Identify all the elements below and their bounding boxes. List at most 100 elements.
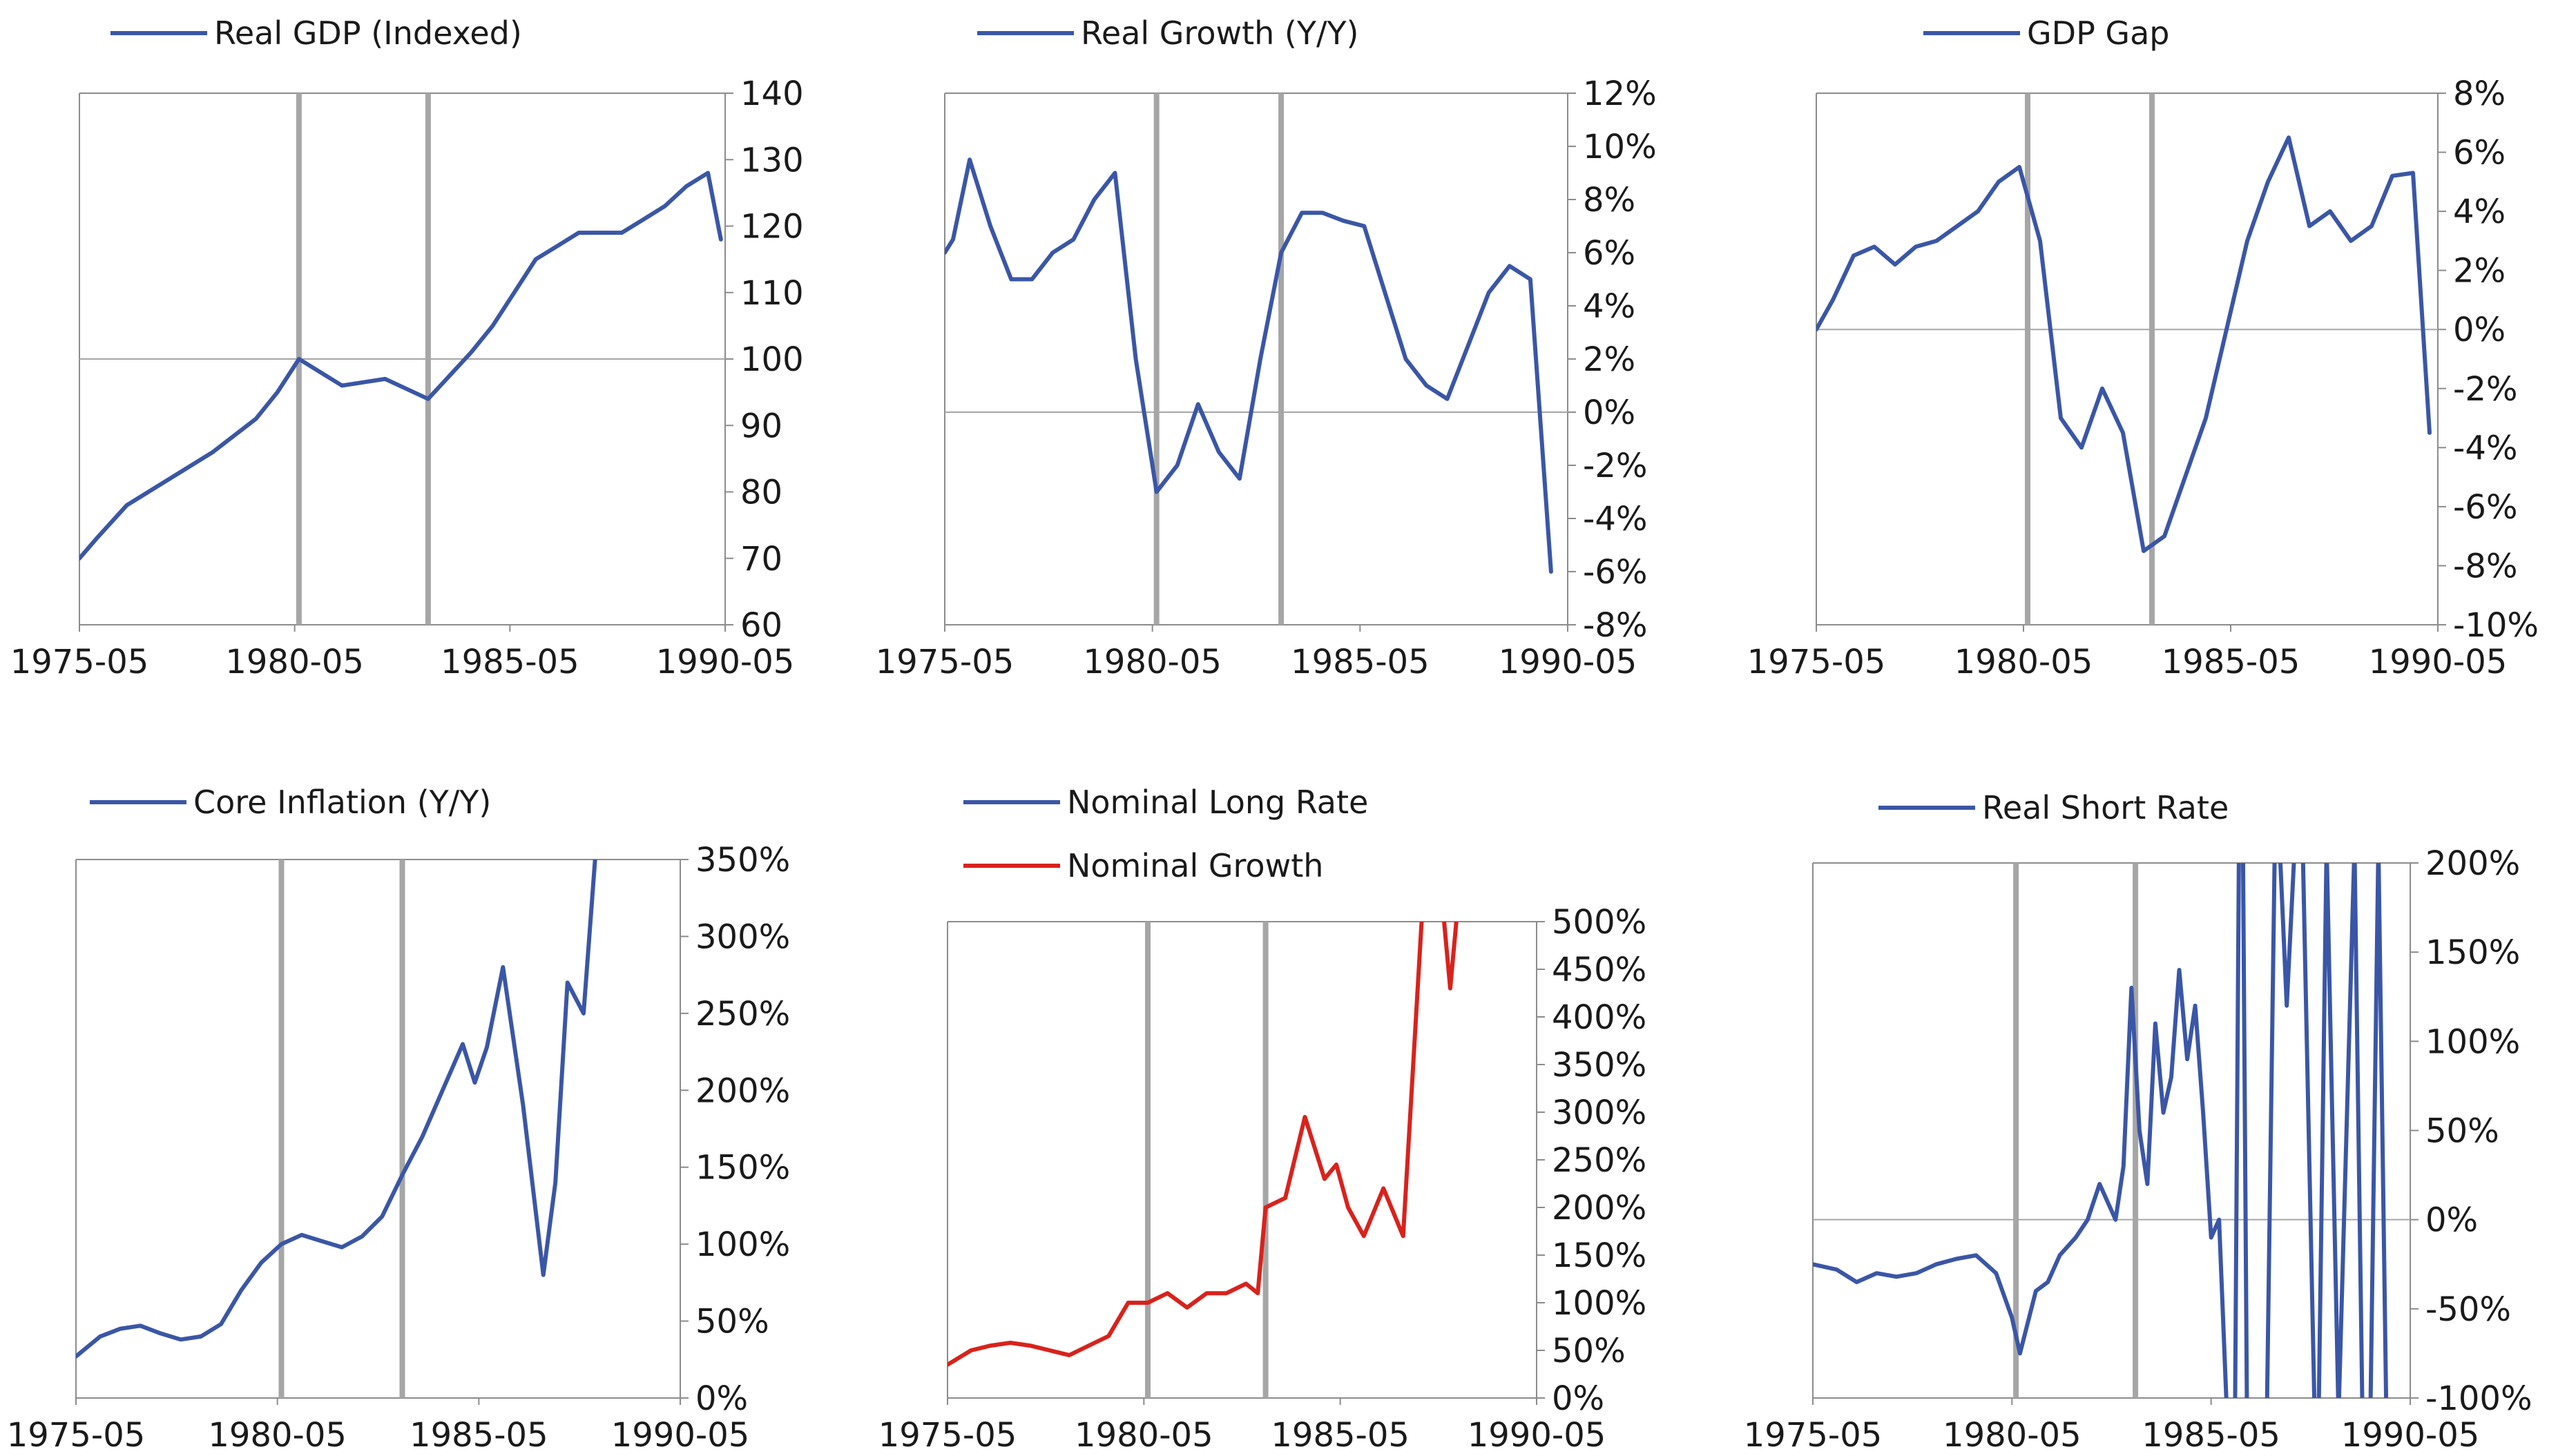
x-tick-label: 1985-05 bbox=[1271, 1416, 1410, 1455]
y-tick-label: 350% bbox=[695, 841, 790, 880]
y-tick-label: -100% bbox=[2425, 1379, 2532, 1418]
y-tick-label: 6% bbox=[2453, 134, 2506, 173]
x-tick-label: 1990-05 bbox=[1499, 643, 1637, 681]
y-tick-label: 8% bbox=[2453, 75, 2506, 113]
chart-panel-1: 1975-05 1980-05 1985-05 1990-05 140 130 120 110… bbox=[10, 14, 804, 681]
y-tick-label: 200% bbox=[2425, 844, 2520, 883]
y-tick-label: 50% bbox=[695, 1303, 769, 1341]
x-tick-label: 1980-05 bbox=[1954, 643, 2093, 681]
y-tick-label: 200% bbox=[695, 1071, 790, 1110]
legend-label: Nominal Growth bbox=[1067, 847, 1323, 884]
y-tick-label: 130 bbox=[740, 141, 804, 179]
y-tick-label: 2% bbox=[1583, 340, 1635, 379]
y-tick-label: -10% bbox=[2453, 606, 2539, 645]
y-tick-label: 400% bbox=[1552, 998, 1646, 1037]
x-tick-label: 1985-05 bbox=[410, 1416, 548, 1455]
y-tick-label: 100% bbox=[695, 1225, 790, 1264]
x-tick-label: 1990-05 bbox=[656, 643, 795, 681]
y-tick-label: 0% bbox=[2425, 1201, 2478, 1240]
legend-label: Real Growth (Y/Y) bbox=[1081, 14, 1359, 52]
legend-label: Real Short Rate bbox=[1982, 789, 2229, 826]
y-tick-label: 6% bbox=[1583, 234, 1635, 273]
chart-panel-6: 1975-05 1980-05 1985-05 1990-05 200% 150% 100%… bbox=[1744, 789, 2532, 1455]
chart-panel-2: 1975-05 1980-05 1985-05 1990-05 12% 10% 8% 6% 4%… bbox=[876, 14, 1657, 681]
x-tick-label: 1990-05 bbox=[2369, 643, 2508, 681]
x-tick-label: 1975-05 bbox=[1747, 643, 1886, 681]
y-tick-label: 70 bbox=[740, 540, 782, 579]
y-tick-label: 8% bbox=[1583, 181, 1635, 220]
x-tick-label: 1980-05 bbox=[1075, 1416, 1213, 1455]
chart-panel-4: 1975-05 1980-05 1985-05 1990-05 350% 300% 250%… bbox=[7, 784, 791, 1455]
x-tick-label: 1975-05 bbox=[878, 1416, 1017, 1455]
y-tick-label: 50% bbox=[2425, 1112, 2499, 1151]
x-tick-label: 1980-05 bbox=[225, 643, 364, 681]
legend-label: Real GDP (Indexed) bbox=[214, 14, 522, 52]
y-tick-label: -2% bbox=[2453, 370, 2517, 409]
x-tick-label: 1975-05 bbox=[1744, 1416, 1883, 1455]
y-tick-label: 200% bbox=[1552, 1189, 1646, 1227]
y-tick-label: -8% bbox=[1583, 606, 1647, 645]
x-tick-label: 1990-05 bbox=[1468, 1416, 1606, 1455]
series-line-real-gdp-indexed- bbox=[79, 171, 723, 561]
y-tick-label: 250% bbox=[1552, 1141, 1646, 1180]
y-tick-label: 100% bbox=[2425, 1022, 2520, 1061]
y-tick-label: -50% bbox=[2425, 1290, 2511, 1329]
y-tick-label: -4% bbox=[1583, 500, 1647, 538]
y-tick-label: 80 bbox=[740, 474, 782, 512]
chart-panel-3: 1975-05 1980-05 1985-05 1990-05 8% 6% 4% 2% 0% -2… bbox=[1747, 14, 2539, 681]
x-tick-label: 1980-05 bbox=[1083, 643, 1222, 681]
x-tick-label: 1980-05 bbox=[1943, 1416, 2082, 1455]
y-tick-label: 4% bbox=[1583, 287, 1635, 326]
legend-label: GDP Gap bbox=[2027, 14, 2169, 52]
y-tick-label: 350% bbox=[1552, 1046, 1646, 1085]
y-tick-label: 250% bbox=[695, 995, 790, 1033]
series-line-nominal-growth bbox=[948, 922, 1459, 1367]
series-line-real-short-rate bbox=[1813, 863, 2389, 1398]
y-tick-label: 60 bbox=[740, 606, 782, 645]
y-tick-label: 150% bbox=[695, 1149, 790, 1187]
y-tick-label: -6% bbox=[1583, 553, 1647, 592]
y-tick-label: 90 bbox=[740, 407, 782, 445]
y-tick-label: 12% bbox=[1583, 75, 1657, 113]
y-tick-label: 150% bbox=[1552, 1236, 1646, 1275]
y-tick-label: -2% bbox=[1583, 447, 1647, 485]
y-tick-label: 450% bbox=[1552, 951, 1646, 989]
y-tick-label: 100% bbox=[1552, 1284, 1646, 1323]
x-tick-label: 1975-05 bbox=[10, 643, 149, 681]
legend-label: Nominal Long Rate bbox=[1067, 784, 1368, 821]
y-tick-label: -4% bbox=[2453, 429, 2517, 467]
y-tick-label: 0% bbox=[695, 1379, 748, 1418]
y-tick-label: 10% bbox=[1583, 128, 1657, 166]
y-tick-label: 4% bbox=[2453, 193, 2506, 231]
y-tick-label: 120 bbox=[740, 208, 804, 246]
y-tick-label: 300% bbox=[695, 918, 790, 956]
y-tick-label: -6% bbox=[2453, 488, 2517, 527]
series-line-gdp-gap bbox=[1816, 135, 2432, 554]
x-tick-label: 1985-05 bbox=[2162, 643, 2300, 681]
y-tick-label: 50% bbox=[1552, 1332, 1626, 1370]
series-line-real-growth-y-y- bbox=[945, 157, 1553, 574]
x-tick-label: 1980-05 bbox=[208, 1416, 347, 1455]
x-tick-label: 1985-05 bbox=[441, 643, 579, 681]
y-tick-label: 2% bbox=[2453, 252, 2506, 291]
x-tick-label: 1990-05 bbox=[611, 1416, 750, 1455]
y-tick-label: 140 bbox=[740, 75, 804, 113]
y-tick-label: 0% bbox=[2453, 311, 2506, 349]
x-tick-label: 1985-05 bbox=[1291, 643, 1430, 681]
x-tick-label: 1975-05 bbox=[876, 643, 1015, 681]
y-tick-label: 0% bbox=[1552, 1379, 1604, 1418]
y-tick-label: 0% bbox=[1583, 394, 1635, 432]
x-tick-label: 1975-05 bbox=[7, 1416, 146, 1455]
x-tick-label: 1985-05 bbox=[2142, 1416, 2280, 1455]
y-tick-label: 500% bbox=[1552, 903, 1646, 942]
y-tick-label: 100 bbox=[740, 340, 804, 379]
x-tick-label: 1990-05 bbox=[2341, 1416, 2480, 1455]
y-tick-label: 110 bbox=[740, 274, 804, 313]
legend-label: Core Inflation (Y/Y) bbox=[193, 784, 491, 821]
chart-panel-5: 1975-05 1980-05 1985-05 1990-05 500% 450% 400%… bbox=[878, 784, 1647, 1455]
y-tick-label: 300% bbox=[1552, 1094, 1646, 1132]
series-line-core-inflation-y-y- bbox=[76, 860, 597, 1359]
y-tick-label: 150% bbox=[2425, 933, 2520, 972]
y-tick-label: -8% bbox=[2453, 547, 2517, 585]
